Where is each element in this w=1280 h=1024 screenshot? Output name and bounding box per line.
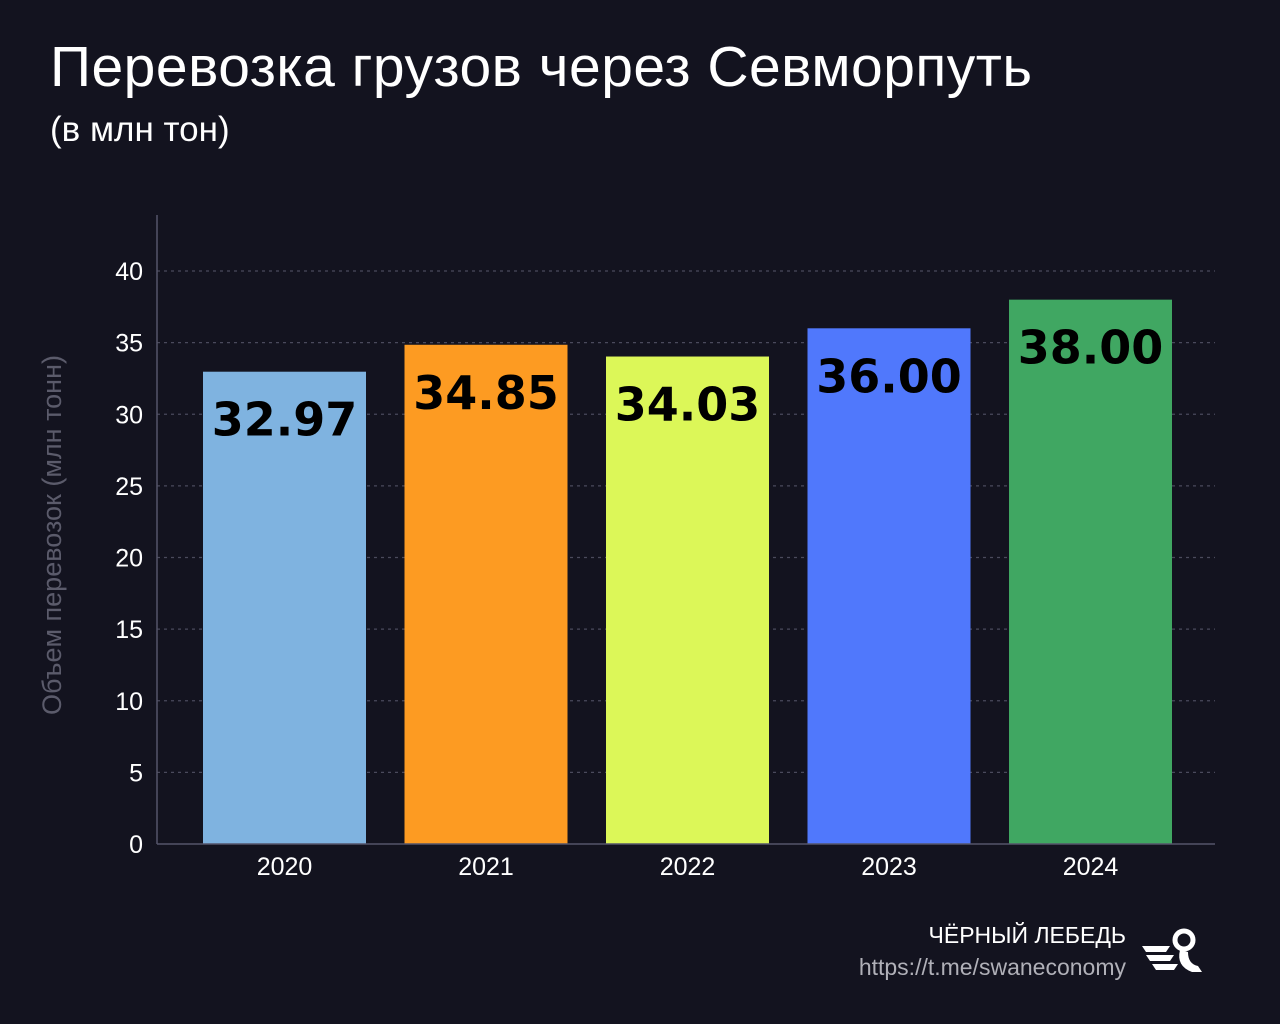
y-tick-label: 40 bbox=[115, 258, 143, 286]
bar-value-label: 38.00 bbox=[1018, 321, 1164, 375]
bar-2020 bbox=[203, 371, 366, 844]
y-axis-label: Объем перевозок (млн тонн) bbox=[37, 355, 67, 715]
chart-title: Перевозка грузов через Севморпуть bbox=[50, 35, 1033, 99]
x-tick-label: 2023 bbox=[861, 853, 917, 881]
bar-value-label: 34.85 bbox=[413, 366, 559, 420]
y-tick-label: 20 bbox=[115, 545, 143, 573]
x-tick-label: 2022 bbox=[660, 853, 716, 881]
y-tick-label: 10 bbox=[115, 688, 143, 716]
bar-2022 bbox=[606, 356, 769, 844]
x-tick-label: 2021 bbox=[458, 853, 514, 881]
y-tick-label: 35 bbox=[115, 330, 143, 358]
y-tick-label: 30 bbox=[115, 401, 143, 429]
y-tick-label: 15 bbox=[115, 616, 143, 644]
x-tick-label: 2020 bbox=[257, 853, 313, 881]
bar-2024 bbox=[1009, 299, 1172, 844]
bar-2021 bbox=[404, 344, 568, 844]
y-tick-label: 5 bbox=[129, 759, 143, 787]
brand-name: ЧЁРНЫЙ ЛЕБЕДЬ bbox=[928, 922, 1126, 948]
swan-logo-icon bbox=[1142, 928, 1202, 972]
y-tick-label: 0 bbox=[129, 831, 143, 859]
channel-link[interactable]: https://t.me/swaneconomy bbox=[858, 954, 1126, 980]
chart-subtitle: (в млн тон) bbox=[50, 110, 230, 149]
bar-value-label: 36.00 bbox=[816, 349, 962, 403]
bar-value-label: 32.97 bbox=[212, 393, 358, 447]
bar-2023 bbox=[807, 328, 971, 844]
x-tick-label: 2024 bbox=[1063, 853, 1119, 881]
y-tick-label: 25 bbox=[115, 473, 143, 501]
bar-value-label: 34.03 bbox=[615, 378, 761, 432]
